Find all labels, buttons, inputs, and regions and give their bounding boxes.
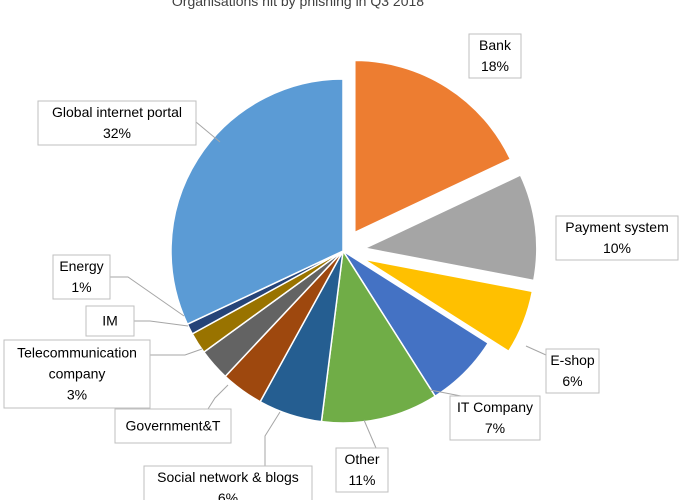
data-label-category: Energy <box>59 258 103 274</box>
data-label-category: Social network & blogs <box>157 469 299 485</box>
leader-line <box>525 345 547 356</box>
data-label-percent: 3% <box>67 387 87 403</box>
data-label: Telecommunication company 3% <box>3 339 151 409</box>
data-label-box <box>335 447 389 493</box>
leader-line <box>363 419 377 449</box>
leader-line <box>207 384 229 410</box>
pie-slice-other <box>320 248 437 424</box>
data-label-percent: 11% <box>349 472 376 488</box>
data-label-percent: 7% <box>485 420 505 436</box>
data-label-category: Telecommunication <box>17 345 137 361</box>
pie-slice-e-shop <box>363 258 534 353</box>
data-label-box <box>85 305 135 337</box>
data-label-category: Other <box>344 451 379 467</box>
data-label-box <box>143 465 313 500</box>
data-label-category: Payment system <box>565 219 668 235</box>
data-label: Government&T <box>114 408 232 444</box>
data-label-category: IM <box>102 313 118 329</box>
pie-slice-global-internet-portal <box>170 78 344 326</box>
data-label: Social network & blogs 6% <box>143 465 313 500</box>
data-callouts: Bank 18% Payment system 10% E-shop 6% IT Compa… <box>3 33 679 500</box>
leader-line <box>264 411 281 466</box>
data-label: Other 11% <box>335 447 389 493</box>
data-label-box <box>545 348 600 394</box>
data-label-percent: 18% <box>481 58 509 74</box>
leader-line <box>110 276 185 317</box>
data-label: E-shop 6% <box>545 348 600 394</box>
data-label: IM <box>85 305 135 337</box>
pie-slice-payment-system <box>362 174 538 282</box>
pie-slices <box>170 59 538 424</box>
data-label-percent: 1% <box>71 279 91 295</box>
data-label-category: Bank <box>479 37 512 53</box>
data-label-box <box>114 408 232 444</box>
leader-lines <box>110 121 547 466</box>
data-label-box <box>555 215 679 261</box>
data-label: IT Company 7% <box>449 395 541 441</box>
data-label-box <box>52 254 111 300</box>
data-label-box <box>449 395 541 441</box>
data-label-category: E-shop <box>550 352 595 368</box>
data-label-category: Government&T <box>126 418 221 434</box>
data-label-box <box>37 100 197 146</box>
data-label: Energy 1% <box>52 254 111 300</box>
leader-line <box>134 320 189 327</box>
leader-line <box>150 348 203 356</box>
data-label-percent: 32% <box>103 125 131 141</box>
pie-slice-bank <box>354 59 512 234</box>
data-label-percent: 6% <box>218 490 238 500</box>
leader-line <box>195 121 221 143</box>
data-label-percent: 10% <box>603 240 631 256</box>
data-label-category: IT Company <box>457 399 533 415</box>
leader-line <box>429 389 462 397</box>
data-label-category: Global internet portal <box>52 104 182 120</box>
data-label-box <box>468 33 522 79</box>
data-label-box <box>3 339 151 409</box>
data-label: Global internet portal 32% <box>37 100 197 146</box>
data-label-category: company <box>49 366 106 382</box>
data-label: Payment system 10% <box>555 215 679 261</box>
chart-title: Organisations hit by phishing in Q3 2018 <box>172 0 424 9</box>
data-label-percent: 6% <box>562 373 582 389</box>
data-label: Bank 18% <box>468 33 522 79</box>
